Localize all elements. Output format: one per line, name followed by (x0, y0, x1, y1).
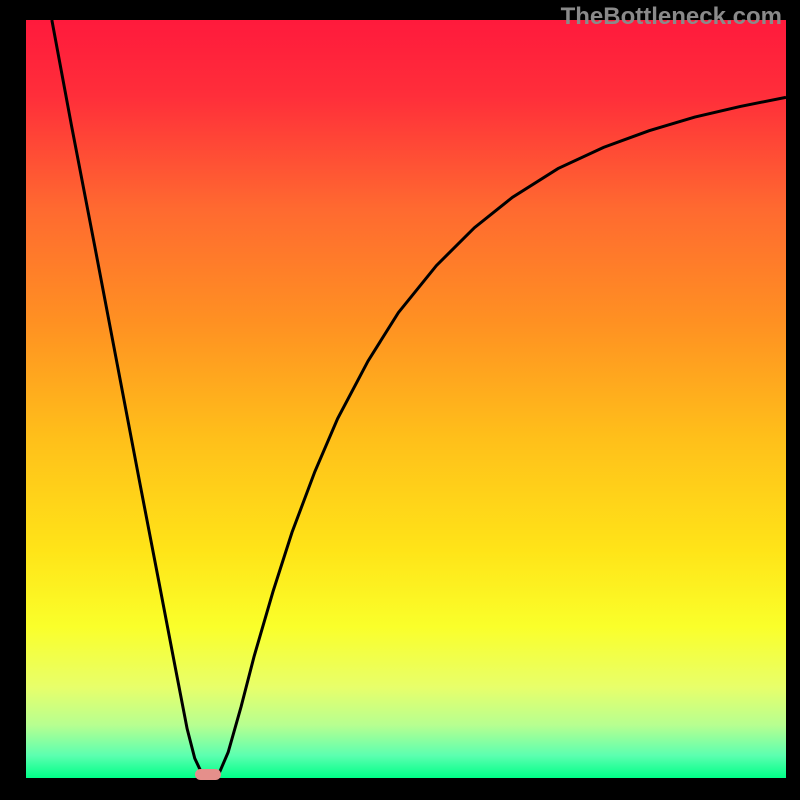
plot-area (26, 20, 786, 778)
chart-container: TheBottleneck.com (0, 0, 800, 800)
optimum-marker (195, 769, 221, 780)
bottleneck-curve (26, 20, 786, 778)
watermark-text: TheBottleneck.com (561, 3, 782, 31)
